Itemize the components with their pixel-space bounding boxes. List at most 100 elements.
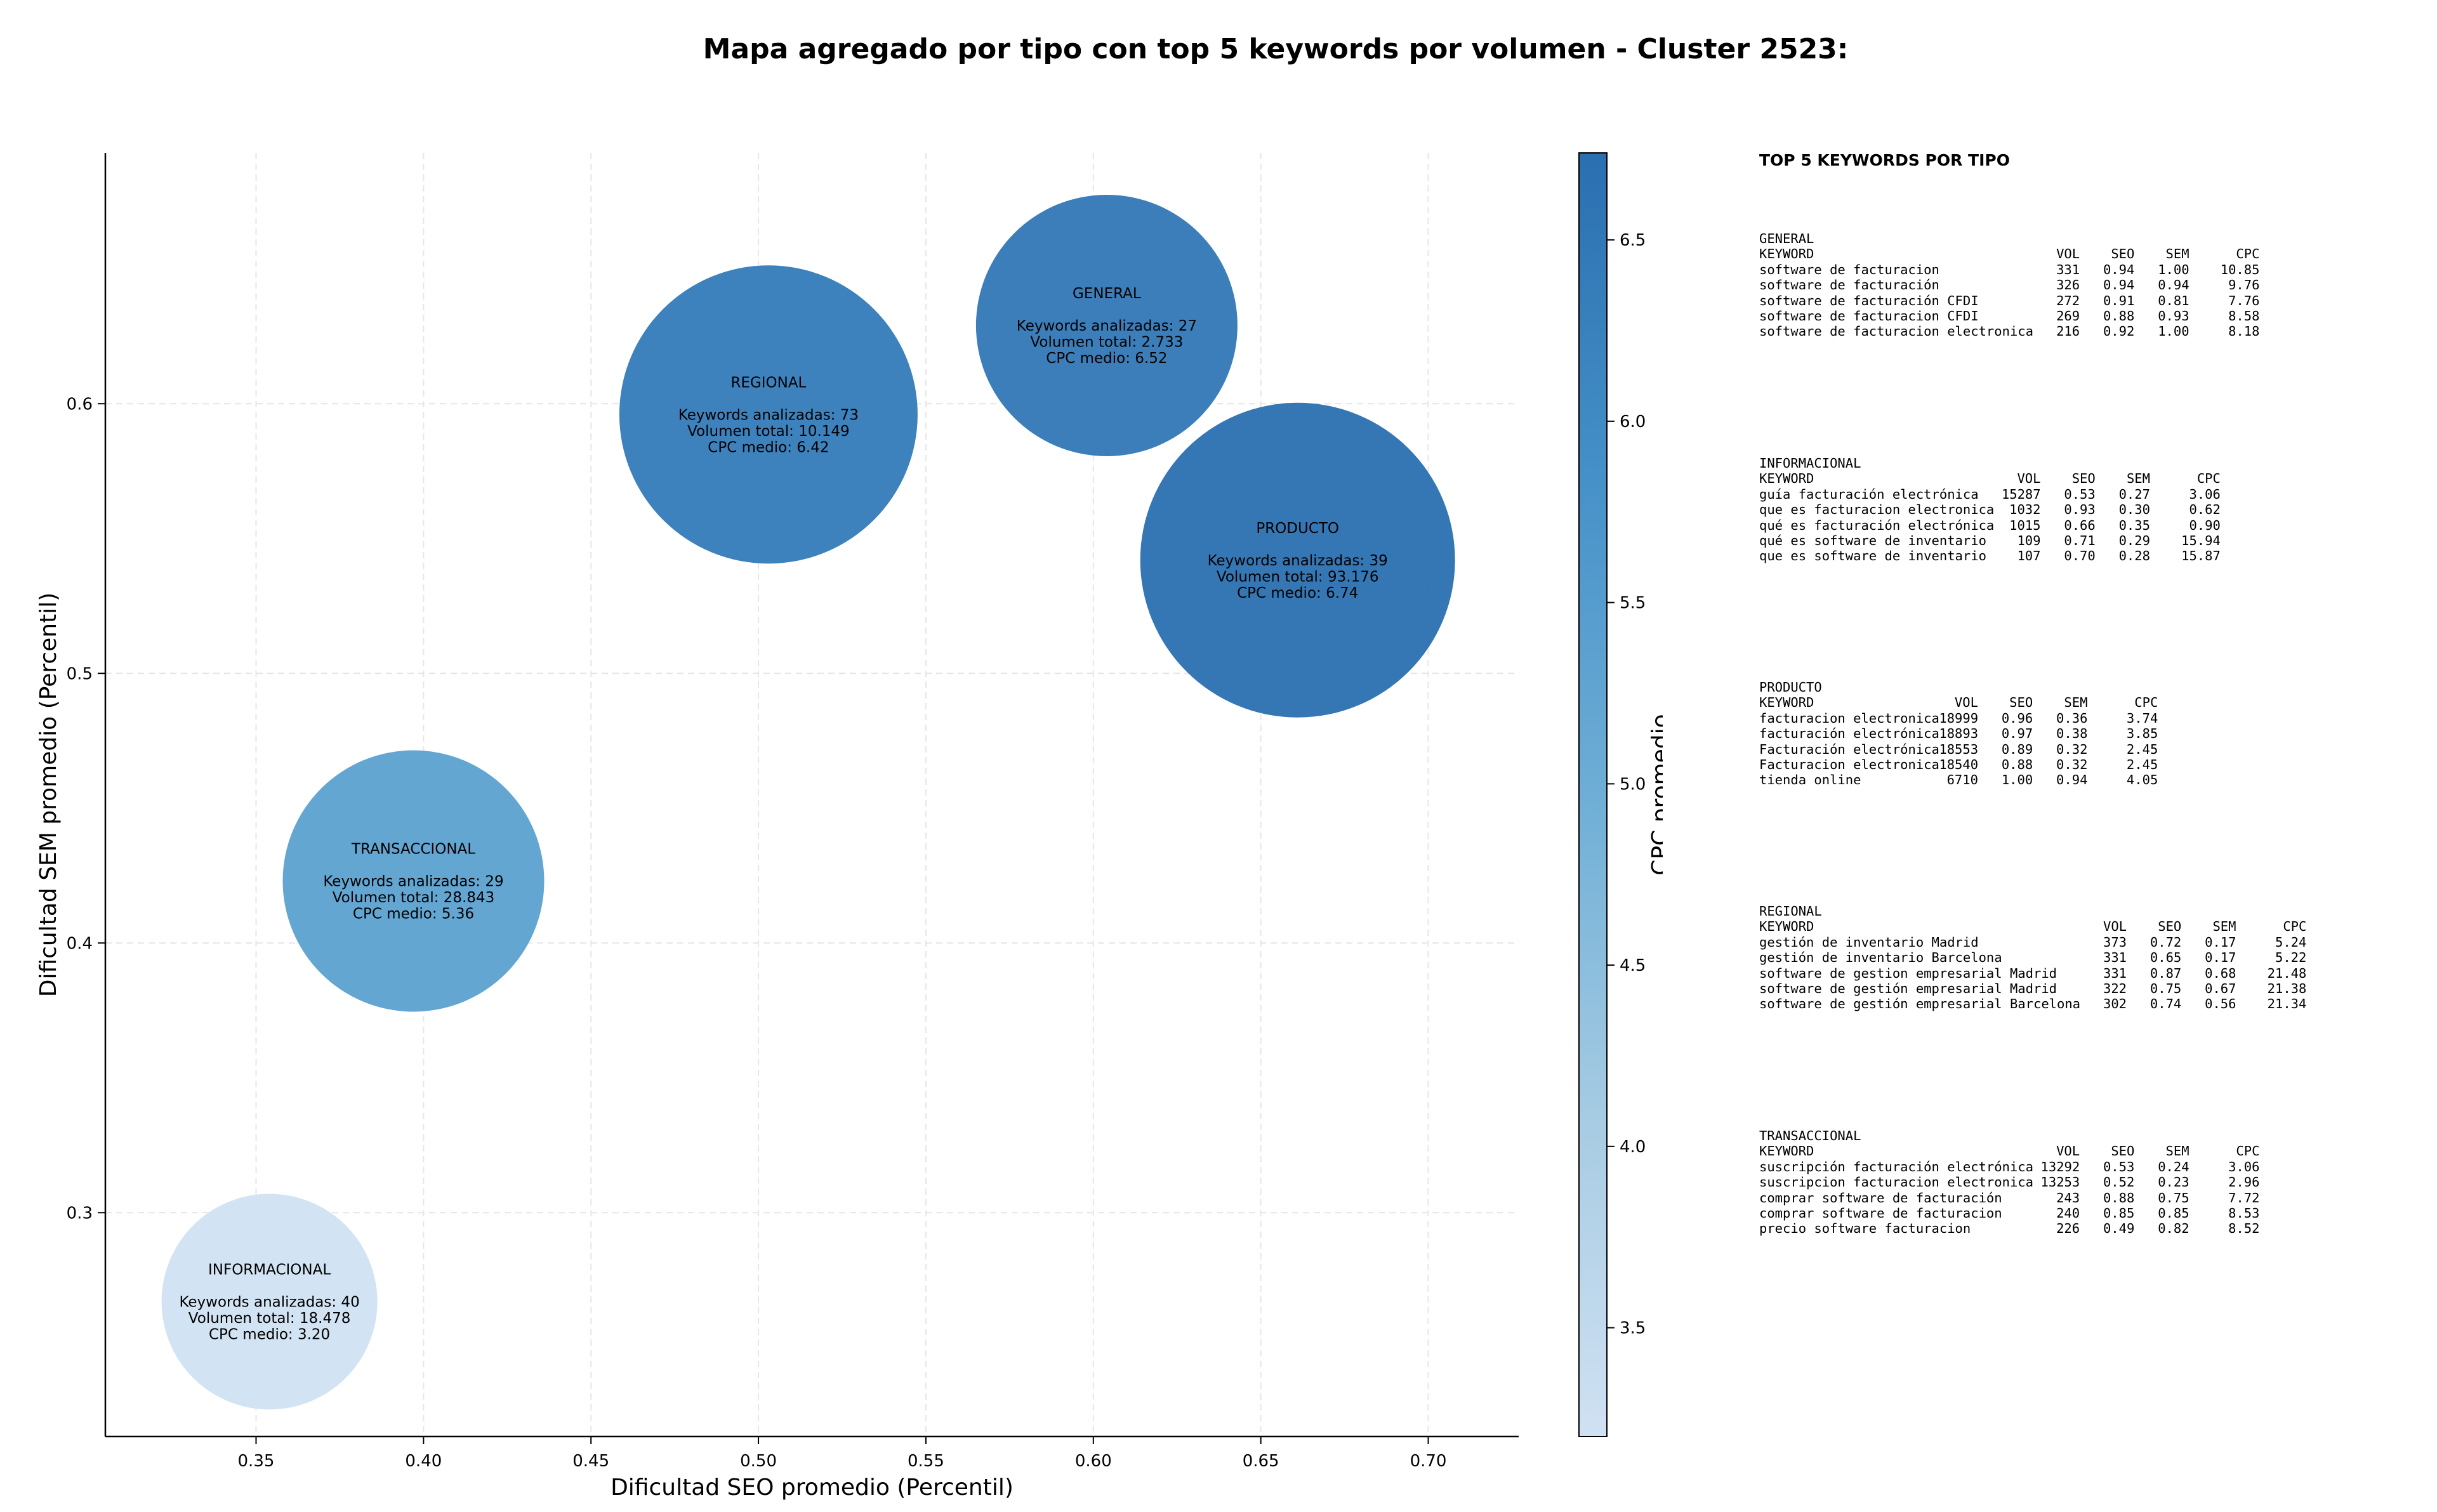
keyword-cell: software de facturacion CFDI: [1759, 308, 1979, 324]
table-row: qué es software de inventario 109 0.71 0.29…: [1759, 533, 2221, 548]
value-cell: 0.17: [2205, 934, 2236, 950]
value-cell: 109: [2017, 533, 2041, 549]
colorbar: 3.5 4.0 4.5 5.0 5.5 6.0 6.5 CPC promedio: [1578, 152, 1663, 1437]
bubble-informacional: [161, 1193, 378, 1410]
value-cell: SEO: [2158, 919, 2182, 935]
keyword-cell: precio software facturacion: [1759, 1221, 1971, 1237]
value-cell: 1015: [2009, 517, 2041, 533]
bubble-stat: CPC medio: 3.20: [209, 1327, 330, 1343]
bubble-stat: Keywords analizadas: 40: [179, 1294, 359, 1311]
bubble-label: TRANSACCIONAL: [351, 841, 475, 858]
value-cell: 0.53: [2064, 486, 2096, 502]
keyword-cell: software de facturacion electronica: [1759, 324, 2033, 339]
value-cell: 5.24: [2275, 934, 2307, 950]
value-cell: 272: [2056, 293, 2080, 308]
table-row: software de facturacion electronica 216 0.…: [1759, 324, 2259, 339]
table-row: Facturación electrónica 18553 0.89 0.32 2.45: [1759, 742, 2158, 757]
keyword-cell: suscripción facturación electrónica: [1759, 1159, 2033, 1174]
value-cell: 0.38: [2056, 726, 2088, 742]
value-cell: 331: [2103, 950, 2127, 966]
value-cell: 21.38: [2267, 981, 2307, 997]
table-row: qué es facturación electrónica 1015 0.66 0.…: [1759, 518, 2221, 533]
table-row: gestión de inventario Madrid 373 0.72 0.17 5…: [1759, 935, 2306, 950]
value-cell: 0.32: [2056, 757, 2088, 773]
value-cell: 0.88: [2103, 308, 2135, 324]
group-name: REGIONAL: [1759, 904, 1822, 919]
colorbar-label: CPC promedio: [1648, 714, 1663, 875]
table-row: software de gestión empresarial Madrid 32…: [1759, 981, 2306, 996]
value-cell: 0.27: [2118, 486, 2150, 502]
colorbar-tick-label: 5.0: [1620, 775, 1646, 794]
value-cell: 15.87: [2181, 548, 2221, 564]
table-row: guía facturación electrónica 15287 0.53 0.2…: [1759, 487, 2221, 502]
value-cell: 107: [2017, 548, 2041, 564]
value-cell: 0.30: [2118, 502, 2150, 518]
value-cell: 21.34: [2267, 996, 2307, 1012]
keyword-cell: facturacion electronica: [1759, 710, 1939, 726]
keyword-cell: que es facturacion electronica: [1759, 502, 1995, 518]
value-cell: 8.18: [2228, 324, 2260, 339]
value-cell: 0.94: [2103, 277, 2135, 293]
value-cell: VOL: [1954, 695, 1978, 711]
value-cell: VOL: [2017, 471, 2041, 487]
value-cell: 0.23: [2158, 1174, 2189, 1190]
value-cell: SEO: [2111, 1143, 2135, 1159]
value-cell: 0.93: [2064, 502, 2096, 518]
bubble-label: REGIONAL: [730, 374, 806, 391]
value-cell: 8.52: [2228, 1221, 2260, 1237]
value-cell: 15.94: [2181, 533, 2221, 549]
value-cell: 18553: [1939, 741, 1979, 757]
value-cell: 0.93: [2158, 308, 2189, 324]
bubble-stat: Volumen total: 18.478: [188, 1310, 351, 1327]
x-tick-label: 0.40: [405, 1452, 442, 1471]
value-cell: 18540: [1939, 757, 1979, 773]
group-name: INFORMACIONAL: [1759, 456, 1861, 471]
keyword-cell: que es software de inventario: [1759, 548, 1986, 564]
table-row: que es software de inventario 107 0.70 0.28…: [1759, 548, 2221, 563]
colorbar-tick-label: 4.0: [1620, 1138, 1646, 1157]
table-header: KEYWORD VOL SEO SEM CPC: [1759, 246, 2259, 261]
value-cell: 322: [2103, 981, 2127, 997]
value-cell: 0.72: [2150, 934, 2182, 950]
value-cell: 3.06: [2189, 486, 2221, 502]
keyword-cell: suscripcion facturacion electronica: [1759, 1174, 2033, 1190]
value-cell: 13253: [2040, 1174, 2080, 1190]
value-cell: 0.75: [2150, 981, 2182, 997]
bubble-stat: Volumen total: 10.149: [687, 423, 850, 440]
table-row: suscripción facturación electrónica 13292…: [1759, 1159, 2259, 1174]
bubble-stat: CPC medio: 6.52: [1046, 350, 1167, 367]
value-cell: 2.96: [2228, 1174, 2260, 1190]
keyword-cell: Facturación electrónica: [1759, 741, 1939, 757]
value-cell: CPC: [2196, 471, 2221, 487]
keyword-group-informacional: INFORMACIONAL KEYWORD VOL SEO SEM CPC guía fac…: [1759, 456, 2221, 564]
value-cell: 1.00: [2001, 772, 2033, 788]
table-row: software de facturación CFDI 272 0.91 0.81 7…: [1759, 293, 2259, 308]
keyword-cell: KEYWORD: [1759, 695, 1814, 711]
value-cell: SEO: [2111, 246, 2135, 262]
table-row: que es facturacion electronica 1032 0.93 0.…: [1759, 502, 2221, 517]
value-cell: 0.88: [2001, 757, 2033, 773]
value-cell: 21.48: [2267, 965, 2307, 981]
table-header: KEYWORD VOL SEO SEM CPC: [1759, 919, 2306, 934]
x-tick-label: 0.50: [740, 1452, 777, 1471]
value-cell: VOL: [2056, 246, 2080, 262]
table-row: facturacion electronica 18999 0.96 0.36 3.74: [1759, 711, 2158, 726]
value-cell: 243: [2056, 1190, 2080, 1206]
bubble-stat: CPC medio: 6.42: [708, 439, 829, 456]
colorbar-tick-label: 5.5: [1620, 594, 1646, 613]
value-cell: SEM: [2165, 1143, 2189, 1159]
value-cell: 18893: [1939, 726, 1979, 742]
keyword-cell: qué es facturación electrónica: [1759, 517, 1995, 533]
value-cell: 0.74: [2150, 996, 2182, 1012]
colorbar-gradient: [1578, 152, 1608, 1437]
chart-title: Mapa agregado por tipo con top 5 keyword…: [703, 33, 1849, 65]
keyword-cell: software de gestión empresarial Barcelon…: [1759, 996, 2081, 1012]
bubble-regional: [619, 265, 918, 564]
value-cell: VOL: [2103, 919, 2127, 935]
keyword-cell: software de facturacion: [1759, 261, 1939, 277]
keyword-cell: gestión de inventario Barcelona: [1759, 950, 2002, 966]
value-cell: 7.72: [2228, 1190, 2260, 1206]
value-cell: 0.96: [2001, 710, 2033, 726]
y-tick-label: 0.3: [67, 1204, 93, 1223]
keyword-cell: comprar software de facturacion: [1759, 1206, 2002, 1221]
